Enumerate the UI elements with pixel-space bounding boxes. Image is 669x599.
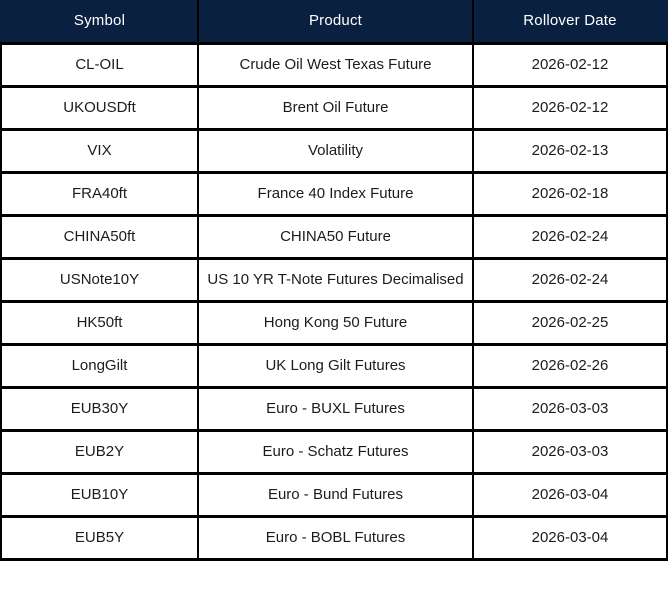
table-row: LongGilt UK Long Gilt Futures 2026-02-26 (0, 342, 668, 389)
table-row: UKOUSDft Brent Oil Future 2026-02-12 (0, 84, 668, 131)
product-cell: Euro - BUXL Futures (197, 385, 474, 432)
column-header-symbol: Symbol (0, 0, 199, 45)
table-row: EUB10Y Euro - Bund Futures 2026-03-04 (0, 471, 668, 518)
table-row: USNote10Y US 10 YR T-Note Futures Decima… (0, 256, 668, 303)
product-cell: Hong Kong 50 Future (197, 299, 474, 346)
table-row: EUB30Y Euro - BUXL Futures 2026-03-03 (0, 385, 668, 432)
product-cell: Volatility (197, 127, 474, 174)
symbol-cell: VIX (0, 127, 199, 174)
rollover-date-cell: 2026-03-04 (472, 471, 668, 518)
symbol-cell: HK50ft (0, 299, 199, 346)
product-cell: Brent Oil Future (197, 84, 474, 131)
table-row: HK50ft Hong Kong 50 Future 2026-02-25 (0, 299, 668, 346)
rollover-date-cell: 2026-02-12 (472, 84, 668, 131)
rollover-date-cell: 2026-03-04 (472, 514, 668, 561)
rollover-date-cell: 2026-02-26 (472, 342, 668, 389)
column-header-product: Product (197, 0, 474, 45)
symbol-cell: EUB5Y (0, 514, 199, 561)
rollover-date-cell: 2026-02-18 (472, 170, 668, 217)
table-row: CHINA50ft CHINA50 Future 2026-02-24 (0, 213, 668, 260)
futures-rollover-table: Symbol Product Rollover Date CL-OIL Crud… (0, 0, 668, 561)
table-header: Symbol Product Rollover Date (0, 0, 668, 45)
product-cell: Euro - Bund Futures (197, 471, 474, 518)
header-row: Symbol Product Rollover Date (0, 0, 668, 45)
table-row: CL-OIL Crude Oil West Texas Future 2026-… (0, 41, 668, 88)
symbol-cell: EUB2Y (0, 428, 199, 475)
table-row: EUB2Y Euro - Schatz Futures 2026-03-03 (0, 428, 668, 475)
symbol-cell: UKOUSDft (0, 84, 199, 131)
rollover-date-cell: 2026-02-13 (472, 127, 668, 174)
product-cell: CHINA50 Future (197, 213, 474, 260)
product-cell: France 40 Index Future (197, 170, 474, 217)
product-cell: Euro - Schatz Futures (197, 428, 474, 475)
table-body: CL-OIL Crude Oil West Texas Future 2026-… (0, 41, 668, 561)
table-row: FRA40ft France 40 Index Future 2026-02-1… (0, 170, 668, 217)
rollover-date-cell: 2026-02-25 (472, 299, 668, 346)
product-cell: Crude Oil West Texas Future (197, 41, 474, 88)
rollover-date-cell: 2026-02-24 (472, 213, 668, 260)
symbol-cell: LongGilt (0, 342, 199, 389)
symbol-cell: EUB30Y (0, 385, 199, 432)
symbol-cell: FRA40ft (0, 170, 199, 217)
product-cell: Euro - BOBL Futures (197, 514, 474, 561)
symbol-cell: CHINA50ft (0, 213, 199, 260)
table-row: VIX Volatility 2026-02-13 (0, 127, 668, 174)
rollover-date-cell: 2026-03-03 (472, 428, 668, 475)
symbol-cell: EUB10Y (0, 471, 199, 518)
product-cell: US 10 YR T-Note Futures Decimalised (197, 256, 474, 303)
rollover-date-cell: 2026-02-24 (472, 256, 668, 303)
rollover-date-cell: 2026-03-03 (472, 385, 668, 432)
column-header-rollover-date: Rollover Date (472, 0, 668, 45)
rollover-date-cell: 2026-02-12 (472, 41, 668, 88)
symbol-cell: USNote10Y (0, 256, 199, 303)
table-row: EUB5Y Euro - BOBL Futures 2026-03-04 (0, 514, 668, 561)
symbol-cell: CL-OIL (0, 41, 199, 88)
product-cell: UK Long Gilt Futures (197, 342, 474, 389)
